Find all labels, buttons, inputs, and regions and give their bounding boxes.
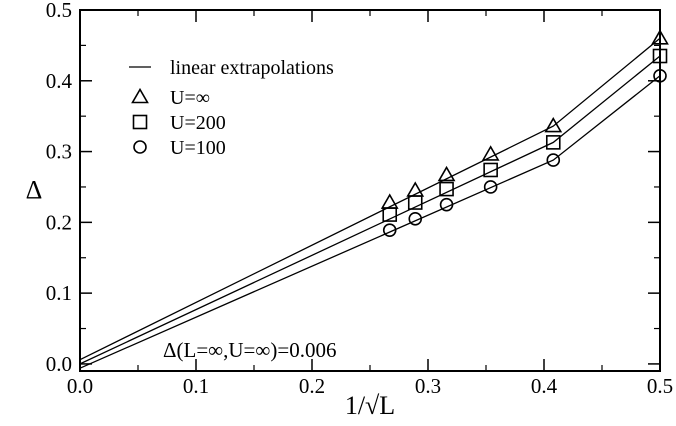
y-axis-label: Δ: [26, 176, 43, 205]
y-tick-label: 0.1: [46, 281, 72, 305]
y-tick-label: 0.5: [46, 0, 72, 22]
y-tick-label: 0.0: [46, 352, 72, 376]
legend-label-linear-extrapolations: linear extrapolations: [170, 57, 334, 79]
legend-label-u-100: U=100: [170, 137, 226, 159]
circle-marker: [546, 153, 561, 167]
x-tick-label: 0.1: [183, 374, 209, 398]
square-marker: [483, 162, 498, 178]
extrapolation-line: [79, 75, 661, 369]
triangle-marker: [380, 193, 399, 209]
x-axis-label: 1/√L: [345, 391, 395, 420]
extrapolation-line: [79, 37, 661, 361]
y-tick-label: 0.2: [46, 210, 72, 234]
legend-square-shape: [132, 114, 148, 130]
legend-circle-shape: [133, 140, 147, 154]
x-tick-label: 0.0: [67, 374, 93, 398]
legend-triangle-shape: [131, 87, 149, 104]
square-marker: [545, 135, 561, 150]
extrapolation-annotation: Δ(L=∞,U=∞)=0.006: [163, 338, 336, 362]
triangle-marker: [544, 116, 563, 133]
legend-circle-marker: [133, 140, 147, 154]
extrapolation-lines: [79, 37, 661, 369]
x-tick-label: 0.3: [415, 374, 441, 398]
legend-triangle-marker: [131, 87, 149, 104]
legend-label-u-200: U=200: [170, 112, 226, 134]
x-tick-label: 0.2: [299, 374, 325, 398]
legend-square-marker: [132, 114, 148, 130]
legend-label-u-inf: U=∞: [170, 87, 210, 109]
data-markers: [380, 29, 669, 237]
y-tick-label: 0.3: [46, 140, 72, 164]
x-tick-label: 0.5: [647, 374, 673, 398]
circle-marker: [408, 212, 423, 226]
triangle-marker: [437, 165, 456, 182]
square-marker: [382, 207, 398, 222]
circle-marker: [439, 197, 454, 212]
circle-marker: [483, 180, 498, 194]
y-tick-label: 0.4: [46, 69, 73, 93]
extrapolation-line: [79, 55, 661, 365]
x-tick-label: 0.4: [531, 374, 558, 398]
circle-marker: [382, 223, 397, 237]
legend: linear extrapolations U=∞ U=200 U=100: [129, 57, 334, 159]
square-marker: [439, 181, 454, 197]
triangle-marker: [481, 145, 500, 161]
tick-labels: 0.0 0.1 0.2 0.3 0.4 0.5 0.0 0.1 0.2 0.3 0.4 0.5: [46, 0, 673, 398]
axis-ticks: [79, 9, 661, 371]
square-marker: [407, 195, 423, 210]
